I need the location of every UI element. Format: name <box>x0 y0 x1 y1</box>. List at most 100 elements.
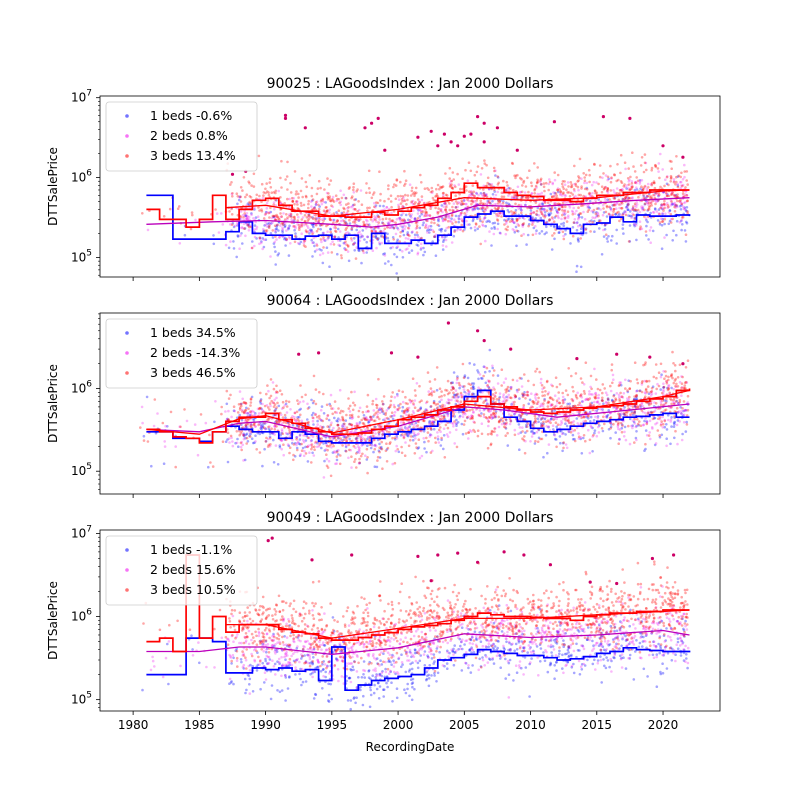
scatter-point <box>249 196 253 199</box>
scatter-point <box>273 218 277 221</box>
scatter-point <box>435 388 439 392</box>
scatter-point <box>533 442 537 445</box>
scatter-point <box>325 443 329 447</box>
scatter-point <box>425 212 428 215</box>
scatter-point <box>429 190 433 194</box>
scatter-point <box>631 212 634 216</box>
scatter-point <box>280 428 284 431</box>
scatter-point <box>610 363 614 366</box>
scatter-point <box>676 411 680 414</box>
scatter-point <box>676 184 680 187</box>
scatter-point <box>521 393 525 396</box>
scatter-point <box>491 416 495 420</box>
scatter-point <box>635 238 638 242</box>
scatter-point <box>455 418 458 422</box>
scatter-point <box>395 240 399 243</box>
scatter-point <box>311 198 315 201</box>
scatter-point <box>517 432 520 436</box>
scatter-point <box>264 223 267 227</box>
scatter-point <box>424 224 428 228</box>
scatter-point <box>475 192 479 195</box>
scatter-point <box>437 219 440 223</box>
scatter-point <box>560 222 563 226</box>
scatter-point <box>140 405 144 409</box>
scatter-point <box>681 375 684 379</box>
scatter-point <box>601 396 604 400</box>
scatter-point <box>578 157 582 161</box>
scatter-point <box>290 196 294 200</box>
scatter-point <box>494 169 497 172</box>
scatter-point <box>597 393 600 397</box>
scatter-point <box>454 393 457 397</box>
scatter-point <box>366 235 370 239</box>
scatter-point <box>609 164 612 168</box>
scatter-point <box>519 176 522 180</box>
scatter-point <box>315 430 318 433</box>
scatter-point <box>360 418 364 422</box>
scatter-point <box>569 191 573 195</box>
scatter-point <box>635 393 638 397</box>
scatter-point <box>298 242 301 246</box>
scatter-point <box>377 449 381 453</box>
scatter-point <box>368 206 371 210</box>
scatter-point <box>372 228 376 231</box>
scatter-point <box>312 206 316 210</box>
scatter-point <box>466 223 469 226</box>
scatter-point <box>647 186 650 189</box>
scatter-point <box>685 381 689 384</box>
scatter-point <box>681 215 685 219</box>
scatter-point <box>317 220 321 223</box>
scatter-point <box>406 408 410 412</box>
scatter-point <box>265 190 269 193</box>
scatter-point <box>645 188 649 191</box>
scatter-point <box>301 195 305 199</box>
scatter-point <box>518 216 521 220</box>
scatter-point <box>491 364 494 368</box>
scatter-point <box>621 213 624 216</box>
scatter-point <box>401 229 405 233</box>
scatter-point <box>288 435 292 438</box>
scatter-point <box>266 199 270 202</box>
scatter-point <box>561 230 565 234</box>
scatter-point <box>459 384 463 388</box>
scatter-point <box>549 212 553 215</box>
scatter-point <box>377 408 381 412</box>
scatter-point <box>667 418 670 422</box>
scatter-point <box>532 226 536 230</box>
scatter-point <box>274 198 277 202</box>
scatter-point <box>374 234 378 238</box>
scatter-point <box>676 205 679 209</box>
scatter-point <box>331 437 335 441</box>
scatter-point <box>470 382 474 385</box>
scatter-point <box>571 405 575 408</box>
scatter-point <box>359 235 362 239</box>
scatter-point <box>494 411 498 415</box>
scatter-point <box>606 188 610 191</box>
scatter-point <box>438 395 441 399</box>
scatter-point <box>463 375 467 379</box>
scatter-point <box>486 201 490 205</box>
scatter-point <box>290 218 294 221</box>
scatter-point <box>523 391 526 394</box>
scatter-point <box>654 208 657 211</box>
scatter-point <box>650 183 654 187</box>
scatter-point <box>511 218 515 221</box>
scatter-point <box>672 178 676 181</box>
scatter-point <box>430 428 433 431</box>
scatter-point <box>406 198 409 202</box>
scatter-point <box>598 175 602 179</box>
scatter-point <box>417 432 420 436</box>
scatter-point <box>675 423 679 427</box>
scatter-point <box>580 187 583 190</box>
scatter-point <box>367 435 370 439</box>
scatter-point <box>617 414 621 418</box>
scatter-point <box>558 435 562 438</box>
scatter-point <box>178 425 181 429</box>
scatter-point <box>628 197 632 200</box>
scatter-point <box>250 212 253 215</box>
scatter-point <box>683 163 686 167</box>
scatter-point <box>510 385 513 389</box>
scatter-point <box>663 236 666 239</box>
scatter-point <box>387 421 391 425</box>
scatter-point <box>457 410 461 414</box>
